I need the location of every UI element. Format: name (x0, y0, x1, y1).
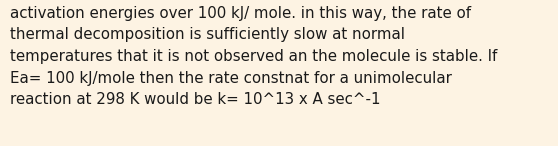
Text: activation energies over 100 kJ/ mole. in this way, the rate of
thermal decompos: activation energies over 100 kJ/ mole. i… (10, 6, 497, 107)
